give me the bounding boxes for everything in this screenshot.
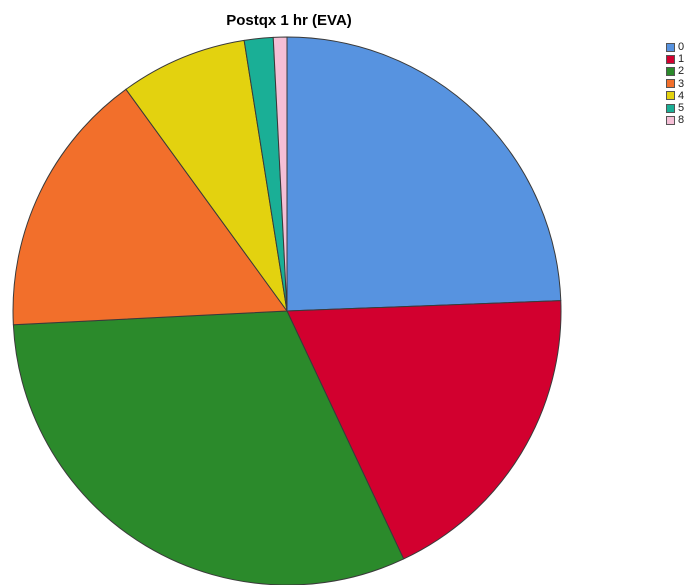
- legend-item-8: 8: [666, 114, 684, 126]
- pie-slice-2: [12, 310, 405, 585]
- legend-swatch-1: [666, 54, 675, 64]
- legend-swatch-2: [666, 66, 675, 76]
- legend-swatch-0: [666, 42, 675, 52]
- legend-item-3: 3: [666, 78, 684, 90]
- legend-item-5: 5: [666, 102, 684, 114]
- legend-label-8: 8: [678, 114, 685, 127]
- legend-swatch-8: [666, 115, 675, 125]
- legend-label-2: 2: [678, 65, 685, 78]
- legend-item-1: 1: [666, 53, 684, 65]
- legend-swatch-4: [666, 91, 675, 101]
- legend-item-4: 4: [666, 90, 684, 102]
- pie-slice-3: [12, 88, 288, 326]
- pie-slice-4: [125, 39, 288, 312]
- legend-label-5: 5: [678, 102, 685, 115]
- legend-swatch-5: [666, 103, 675, 113]
- pie-slice-1: [286, 300, 562, 560]
- legend-item-0: 0: [666, 41, 684, 53]
- legend-swatch-3: [666, 79, 675, 89]
- legend-label-0: 0: [678, 41, 685, 54]
- legend-label-1: 1: [678, 53, 685, 66]
- legend-label-3: 3: [678, 77, 685, 90]
- chart-title: Postqx 1 hr (EVA): [226, 12, 352, 29]
- legend-label-4: 4: [678, 89, 685, 102]
- pie-slice-8: [272, 36, 288, 312]
- pie-slice-0: [286, 36, 562, 312]
- legend-item-2: 2: [666, 65, 684, 77]
